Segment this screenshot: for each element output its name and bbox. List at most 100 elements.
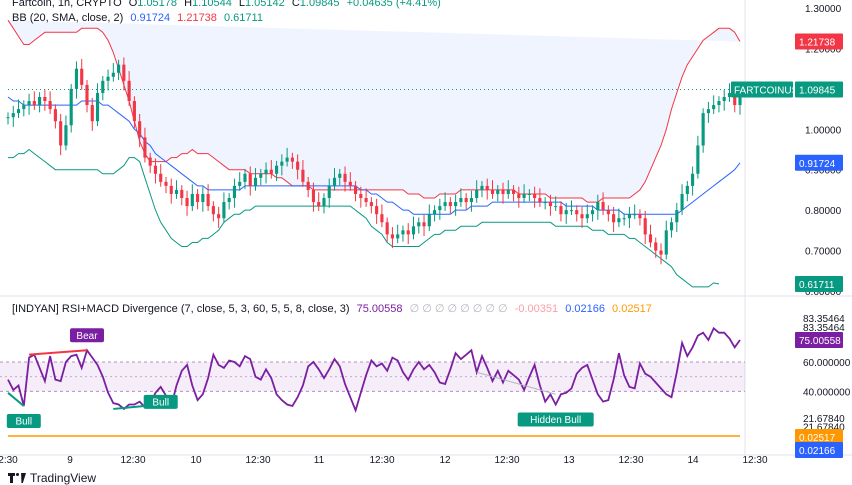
candle-body bbox=[32, 101, 36, 106]
price-tick-label: 1.30000 bbox=[805, 4, 842, 15]
candle-body bbox=[733, 92, 737, 106]
candle-body bbox=[127, 80, 131, 102]
rsi-band bbox=[0, 362, 745, 392]
candle-body bbox=[701, 113, 705, 146]
bb-lower-line bbox=[8, 148, 720, 288]
price-tag-bg bbox=[795, 276, 843, 293]
candle-body bbox=[80, 68, 84, 85]
candle-body bbox=[475, 189, 479, 199]
divergence-label-text: Bull bbox=[152, 397, 169, 408]
candle-body bbox=[675, 210, 679, 223]
candle-body bbox=[664, 230, 668, 255]
candle-body bbox=[612, 214, 616, 223]
candle-body bbox=[448, 202, 452, 207]
candle-body bbox=[122, 64, 126, 81]
osc-tick-label: 21.67840 bbox=[803, 423, 845, 434]
osc-tag-bg bbox=[795, 332, 843, 348]
bb-basis-line bbox=[7, 96, 741, 215]
candle-body bbox=[290, 157, 294, 162]
candle-body bbox=[311, 189, 316, 203]
osc-rsi-value: 75.00558 bbox=[356, 303, 403, 315]
candle-body bbox=[696, 145, 700, 174]
candle-body bbox=[27, 101, 31, 106]
price-tag-value: 1.21738 bbox=[799, 37, 836, 48]
candle-body bbox=[517, 193, 521, 199]
candle-body bbox=[459, 198, 463, 203]
candle-body bbox=[506, 189, 510, 194]
osc-tick-label: 40.000000 bbox=[803, 387, 851, 398]
price-tick-label: 1.20000 bbox=[805, 44, 842, 55]
symbol-label[interactable]: Fartcoin, 1h, CRYPTO bbox=[12, 0, 122, 9]
time-tick-label: 11 bbox=[314, 455, 325, 466]
candle-body bbox=[622, 218, 626, 220]
candle-body bbox=[490, 189, 495, 194]
candle-body bbox=[190, 193, 194, 207]
high-value: 1.10544 bbox=[192, 0, 232, 9]
candle-body bbox=[206, 193, 210, 207]
divergence-label-bear: Bear bbox=[69, 328, 104, 343]
osc-tag-value: 0.02517 bbox=[799, 433, 836, 444]
osc-label: [INDYAN] RSI+MACD Divergence (7, close, … bbox=[12, 303, 350, 315]
candle-body bbox=[443, 202, 447, 207]
bb-upper-line bbox=[7, 19, 741, 203]
osc-tick-label: 83.35464 bbox=[803, 314, 845, 325]
candle-body bbox=[353, 185, 358, 194]
candle-body bbox=[201, 193, 205, 203]
rsi-line bbox=[7, 326, 741, 414]
candle-body bbox=[217, 214, 221, 219]
candle-body bbox=[143, 137, 147, 158]
candle-body bbox=[717, 101, 721, 106]
divergence-line-bull bbox=[7, 392, 25, 407]
candle-body bbox=[248, 173, 252, 186]
price-tag-bg bbox=[795, 154, 843, 171]
time-tick-label: 12:30 bbox=[369, 455, 394, 466]
candle-body bbox=[185, 198, 189, 207]
candle-body bbox=[648, 234, 653, 243]
candle-body bbox=[469, 198, 473, 203]
bb-legend[interactable]: BB (20, SMA, close, 2) 0.91724 1.21738 0… bbox=[12, 12, 267, 24]
candle-body bbox=[501, 189, 505, 194]
candle-body bbox=[548, 202, 552, 207]
candle-body bbox=[538, 198, 542, 203]
candle-body bbox=[485, 185, 489, 190]
osc-legend[interactable]: [INDYAN] RSI+MACD Divergence (7, close, … bbox=[12, 302, 656, 315]
divergence-label-text: Hidden Bull bbox=[530, 415, 581, 426]
divergence-label-bg bbox=[517, 412, 594, 427]
high-label: H bbox=[184, 0, 193, 9]
candle-body bbox=[627, 214, 631, 219]
time-tick-label: 2:30 bbox=[0, 455, 18, 466]
price-tick-label: 0.60000 bbox=[805, 287, 842, 298]
candle-body bbox=[580, 214, 584, 219]
candle-body bbox=[90, 105, 94, 122]
time-tick-label: 14 bbox=[687, 455, 699, 466]
candle-body bbox=[590, 210, 595, 215]
candle-body bbox=[59, 121, 63, 146]
divergence-line-hidden bbox=[476, 371, 556, 395]
candle-body bbox=[390, 234, 395, 239]
osc-value-tag: 0.02166 bbox=[795, 442, 843, 458]
candle-body bbox=[322, 198, 326, 207]
brand-label: TradingView bbox=[30, 471, 97, 485]
candle-body bbox=[95, 92, 100, 122]
tradingview-footer[interactable]: TradingView bbox=[8, 471, 96, 485]
candle-body bbox=[332, 177, 337, 186]
candle-body bbox=[680, 193, 684, 211]
candle-body bbox=[117, 64, 121, 73]
time-tick-label: 12 bbox=[439, 455, 451, 466]
candle-body bbox=[269, 169, 273, 174]
candle-body bbox=[132, 101, 136, 122]
candle-body bbox=[101, 80, 105, 93]
candle-body bbox=[53, 109, 57, 122]
price-tick-label: 0.90000 bbox=[805, 166, 842, 177]
close-label: C bbox=[291, 0, 300, 9]
candle-body bbox=[243, 173, 247, 182]
candle-body bbox=[296, 161, 300, 170]
candle-body bbox=[601, 202, 605, 211]
price-tag-label-bg bbox=[731, 81, 793, 98]
candle-body bbox=[301, 169, 305, 182]
candle-body bbox=[643, 218, 647, 235]
candle-body bbox=[522, 193, 526, 199]
divergence-label-bull: Bull bbox=[6, 414, 41, 428]
bb-fill bbox=[8, 20, 740, 203]
divergence-label-bull: Bull bbox=[143, 394, 178, 409]
